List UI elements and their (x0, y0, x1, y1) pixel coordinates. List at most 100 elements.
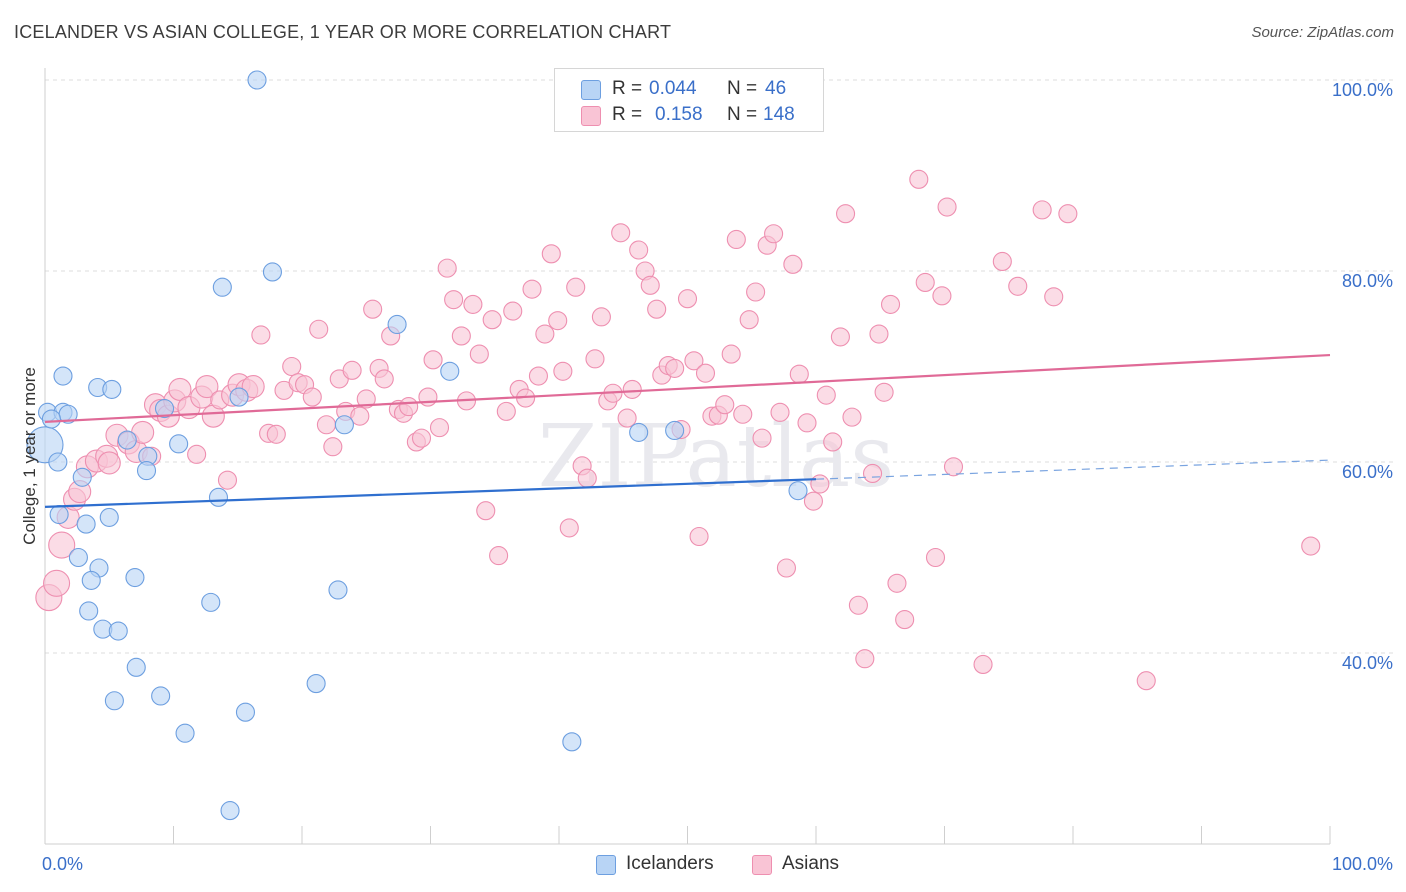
data-point-asians (195, 375, 219, 399)
data-point-icelanders (562, 732, 582, 752)
data-point-asians (323, 437, 343, 457)
data-point-asians (746, 282, 766, 302)
data-point-asians (451, 326, 471, 346)
data-point-asians (437, 258, 457, 278)
data-point-asians (1136, 671, 1156, 691)
data-point-icelanders (151, 686, 171, 706)
tick-labels: 40.0% 60.0% 80.0% 100.0% 0.0% 100.0% (42, 80, 1393, 874)
data-point-asians (444, 290, 464, 310)
data-point-asians (1008, 276, 1028, 296)
data-point-asians (684, 351, 704, 371)
r-value: 0.044 (649, 78, 697, 99)
data-point-asians (251, 325, 271, 345)
data-point-asians (1058, 204, 1078, 224)
data-point-icelanders (136, 461, 157, 481)
data-point-icelanders (53, 366, 73, 386)
legend-swatch-asians (752, 855, 772, 875)
data-point-asians (909, 169, 929, 189)
data-point-icelanders (72, 467, 92, 487)
data-point-asians (217, 470, 238, 490)
data-point-asians (862, 463, 883, 484)
data-point-asians (677, 289, 698, 309)
data-point-asians (309, 319, 329, 339)
data-point-asians (577, 468, 597, 488)
data-point-icelanders (79, 601, 99, 621)
data-point-asians (1044, 287, 1064, 307)
trend-line-asians (44, 353, 1331, 423)
r-label: R = (612, 104, 643, 125)
data-point-asians (823, 432, 843, 452)
data-point-asians (1032, 200, 1052, 220)
legend-label-asians: Asians (782, 853, 840, 874)
data-point-icelanders (629, 422, 649, 442)
data-point-asians (541, 244, 561, 264)
data-point-asians (611, 223, 631, 243)
data-point-asians (739, 310, 759, 330)
data-point-asians (617, 408, 637, 428)
data-point-asians (363, 299, 383, 319)
data-point-asians (489, 546, 509, 566)
data-point-asians (783, 254, 803, 274)
data-point-icelanders (76, 514, 96, 534)
data-point-icelanders (49, 504, 69, 525)
data-point-icelanders (262, 262, 282, 282)
data-point-asians (48, 531, 76, 559)
y-tick-label: 100.0% (1332, 80, 1393, 100)
data-point-asians (566, 277, 586, 297)
n-value: 46 (765, 78, 787, 99)
data-point-asians (411, 428, 432, 448)
data-point-icelanders (334, 415, 354, 435)
data-point-asians (356, 389, 376, 409)
data-point-icelanders (154, 398, 175, 419)
x-tick-label: 0.0% (42, 854, 83, 874)
data-point-icelanders (104, 691, 124, 711)
data-point-asians (528, 366, 548, 386)
data-point-asians (695, 363, 716, 383)
data-point-asians (187, 444, 207, 464)
data-point-icelanders (235, 702, 256, 722)
data-point-asians (559, 518, 579, 538)
trend-lines (44, 353, 1331, 508)
data-point-asians (585, 349, 605, 369)
data-point-asians (733, 404, 753, 424)
n-value: 148 (763, 104, 795, 125)
data-point-asians (764, 224, 784, 244)
data-point-asians (943, 457, 964, 477)
data-point-asians (43, 569, 71, 597)
data-point-icelanders (81, 570, 101, 590)
data-point-asians (316, 415, 336, 435)
data-point-asians (915, 272, 935, 293)
data-point-icelanders (68, 547, 88, 568)
data-point-asians (374, 369, 394, 389)
data-point-asians (874, 382, 894, 402)
data-point-asians (816, 385, 836, 405)
data-point-asians (810, 474, 830, 494)
data-point-icelanders (306, 674, 326, 694)
data-point-asians (992, 251, 1012, 272)
data-point-asians (629, 240, 649, 260)
legend-row-asians: R = 0.158 N = 148 (555, 101, 823, 129)
data-point-asians (715, 395, 735, 415)
data-point-icelanders (117, 430, 137, 450)
data-point-asians (789, 364, 809, 384)
data-point-asians (350, 406, 370, 426)
chart-title: ICELANDER VS ASIAN COLLEGE, 1 YEAR OR MO… (14, 22, 672, 42)
stats-legend: R = 0.044 N = 46 R = 0.158 N = 148 (554, 68, 824, 132)
data-point-icelanders (788, 481, 808, 501)
data-point-asians (848, 595, 868, 615)
data-point-asians (640, 275, 660, 295)
data-point-asians (647, 299, 667, 319)
legend-row-icelanders: R = 0.044 N = 46 (555, 75, 823, 103)
data-point-icelanders (201, 592, 221, 612)
data-point-asians (535, 324, 555, 344)
y-tick-label: 60.0% (1342, 462, 1393, 482)
data-point-asians (429, 418, 450, 438)
data-point-icelanders (126, 657, 146, 677)
data-point-asians (895, 610, 915, 630)
data-point-asians (241, 375, 265, 399)
data-point-asians (797, 413, 817, 433)
legend-label-icelanders: Icelanders (626, 853, 714, 874)
data-point-asians (463, 294, 483, 314)
y-tick-label: 80.0% (1342, 271, 1393, 291)
data-point-icelanders (175, 723, 195, 743)
